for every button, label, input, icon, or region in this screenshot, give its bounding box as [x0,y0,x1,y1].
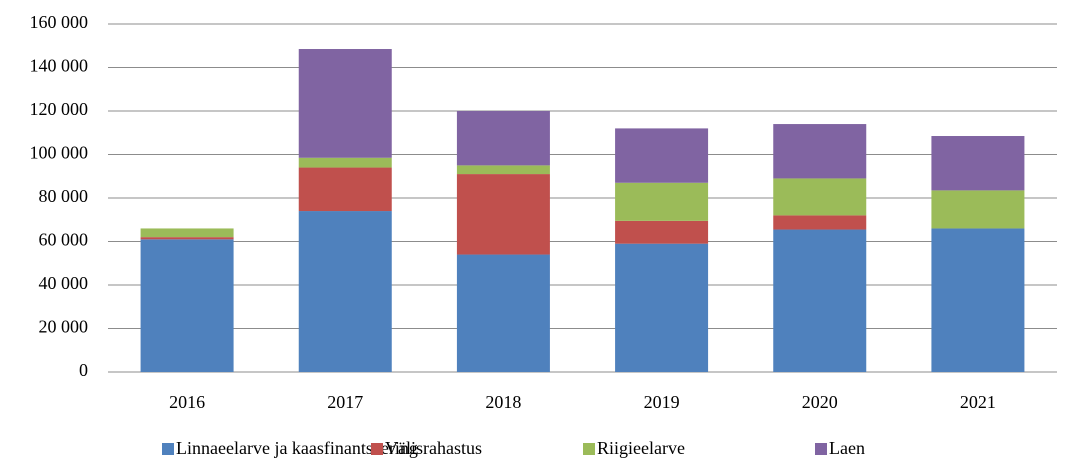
x-tick-label: 2017 [327,392,363,412]
y-tick-label: 20 000 [39,317,89,337]
x-tick-label: 2018 [485,392,521,412]
y-tick-label: 80 000 [39,186,89,206]
bar-segment [773,229,867,372]
bar-segment [615,220,709,244]
bar-segment [140,237,234,240]
legend-label: Laen [829,438,865,458]
bar-segment [931,190,1025,229]
x-tick-label: 2020 [802,392,838,412]
y-tick-label: 160 000 [30,12,89,32]
legend-swatch [371,443,383,455]
legend-label: Riigieelarve [597,438,685,458]
bar-segment [456,111,550,166]
x-tick-label: 2016 [169,392,205,412]
bar-segment [140,228,234,238]
bar-segment [773,215,867,230]
legend-swatch [583,443,595,455]
bar-segment [773,124,867,179]
legend-swatch [162,443,174,455]
bar-segment [615,243,709,372]
x-tick-label: 2019 [644,392,680,412]
bar-segment [615,182,709,221]
legend-label: Välisrahastus [385,438,482,458]
y-tick-label: 60 000 [39,230,89,250]
bar-segment [298,157,392,168]
bar-segment [298,211,392,372]
x-tick-label: 2021 [960,392,996,412]
bar-segment [931,136,1025,191]
bar-segment [456,174,550,255]
bar-segment [298,167,392,212]
bar-segment [773,178,867,216]
legend-swatch [815,443,827,455]
bar-segment [931,228,1025,372]
bar-segment [456,254,550,372]
bar-segment [456,165,550,175]
y-tick-label: 140 000 [30,56,89,76]
y-tick-label: 0 [79,360,88,380]
bar-segment [298,49,392,158]
y-tick-label: 40 000 [39,273,89,293]
y-tick-label: 120 000 [30,99,89,119]
y-tick-label: 100 000 [30,143,89,163]
bar-segment [615,128,709,183]
legend-label: Linnaeelarve ja kaasfinantseering [176,438,418,458]
bar-segment [140,239,234,372]
